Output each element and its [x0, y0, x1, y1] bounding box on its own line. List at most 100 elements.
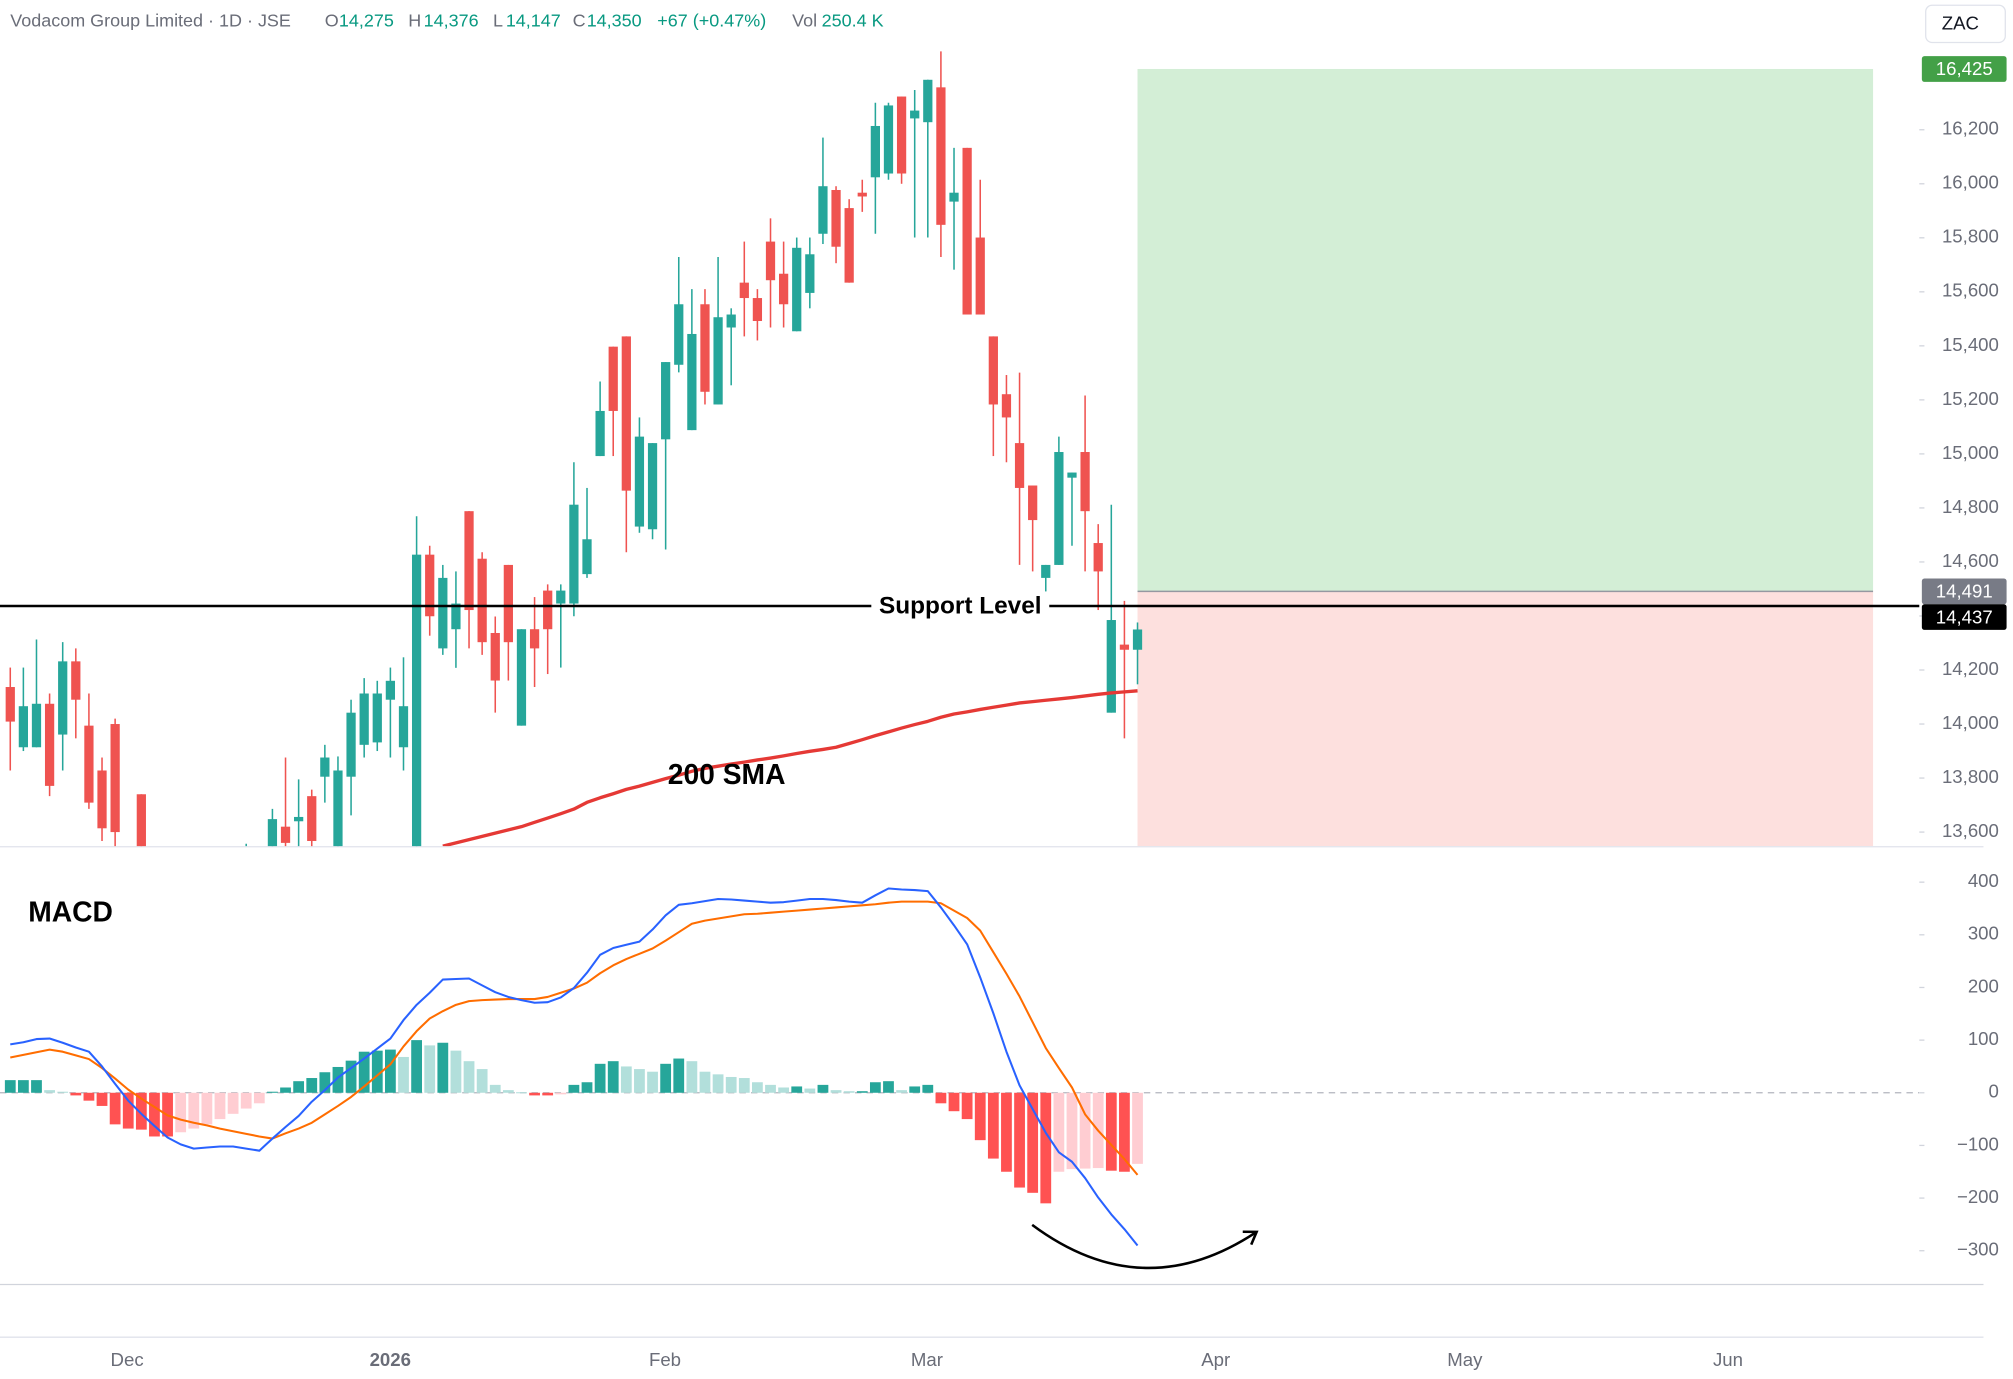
histogram-bar — [909, 1086, 921, 1093]
histogram-bar — [896, 1090, 907, 1093]
candle-body — [425, 554, 435, 617]
histogram-bar — [122, 1092, 134, 1129]
histogram-bar — [961, 1092, 973, 1120]
histogram-bar — [1105, 1092, 1117, 1171]
candle-body — [569, 504, 579, 604]
histogram-bar — [358, 1051, 370, 1093]
candle-body — [503, 564, 513, 643]
y-tick-label: −300 — [1957, 1239, 1999, 1260]
candle-body — [84, 725, 94, 803]
histogram-bar — [293, 1081, 305, 1093]
histogram-bar — [70, 1092, 82, 1096]
histogram-bar — [725, 1076, 737, 1093]
candle-body — [792, 247, 802, 332]
histogram-bar — [476, 1069, 488, 1093]
histogram-bar — [922, 1084, 934, 1093]
x-tick-label: Feb — [649, 1349, 681, 1370]
histogram-bar — [175, 1092, 187, 1133]
candle-body — [647, 443, 658, 530]
histogram-bar — [253, 1092, 265, 1104]
histogram-bar — [1079, 1092, 1091, 1169]
profit-zone — [1137, 68, 1874, 592]
candle-body — [556, 590, 566, 604]
candle-body — [975, 237, 985, 315]
y-tick-label: 0 — [1989, 1081, 1999, 1102]
histogram-bar — [752, 1082, 763, 1093]
y-tick-label: 14,000 — [1942, 712, 1999, 733]
high-value: 14,376 — [424, 11, 479, 31]
histogram-bar — [620, 1066, 632, 1093]
y-tick-label: 15,600 — [1942, 280, 1999, 301]
candle-body — [110, 724, 120, 833]
x-tick-label: Mar — [911, 1349, 943, 1370]
currency-button[interactable] — [1925, 4, 2006, 44]
y-tick-label: −100 — [1957, 1133, 1999, 1154]
histogram-bar — [516, 1092, 527, 1094]
close-value: 14,350 — [587, 11, 642, 31]
histogram-bar — [529, 1092, 540, 1096]
candle-body — [1014, 443, 1025, 488]
histogram-bar — [660, 1063, 672, 1093]
x-tick-label: Dec — [111, 1349, 144, 1370]
histogram-bar — [974, 1092, 986, 1141]
histogram-bar — [765, 1084, 776, 1093]
histogram-bar — [686, 1061, 698, 1093]
candle-body — [713, 317, 723, 405]
candle-body — [529, 629, 540, 649]
candle-body — [411, 554, 422, 847]
candle-body — [1119, 644, 1130, 650]
histogram-bar — [83, 1092, 95, 1101]
open-value: 14,275 — [339, 11, 394, 31]
histogram-bar — [384, 1049, 396, 1093]
histogram-bar — [424, 1045, 436, 1093]
histogram-bar — [502, 1090, 514, 1093]
histogram-bar — [542, 1092, 554, 1096]
target-tag-bg — [1921, 56, 2007, 82]
histogram-bar — [987, 1092, 999, 1159]
candle-body — [1054, 452, 1064, 565]
y-tick-label: 15,000 — [1942, 442, 1999, 463]
entry-tag-bg — [1921, 578, 2007, 605]
y-tick-label: 16,000 — [1942, 172, 1999, 193]
volume-value: 250.4 K — [822, 11, 884, 31]
y-tick-label: 14,600 — [1942, 550, 1999, 571]
histogram-bar — [594, 1063, 606, 1093]
histogram-bar — [306, 1078, 318, 1093]
candle-body — [136, 794, 146, 847]
histogram-bar — [109, 1092, 121, 1125]
sma-label: 200 SMA — [668, 758, 786, 790]
candle-body — [687, 333, 697, 431]
histogram-bar — [44, 1090, 55, 1093]
y-tick-label: 16,200 — [1942, 118, 1999, 139]
candle-body — [1028, 485, 1038, 521]
y-tick-label: 14,200 — [1942, 658, 1999, 679]
close-label: C — [573, 11, 586, 31]
histogram-bar — [738, 1078, 750, 1093]
candle-body — [621, 336, 631, 491]
change-value: +67 (+0.47%) — [657, 11, 766, 31]
candle-body — [857, 192, 867, 197]
histogram-bar — [214, 1092, 226, 1120]
candle-body — [307, 796, 317, 841]
y-tick-label: 15,400 — [1942, 334, 1999, 355]
histogram-bar — [830, 1090, 842, 1093]
high-label: H — [408, 11, 421, 31]
candle-body — [988, 336, 998, 405]
histogram-bar — [319, 1072, 331, 1093]
histogram-bar — [1027, 1092, 1039, 1193]
histogram-bar — [1066, 1092, 1078, 1170]
currency-label[interactable]: ZAC — [1942, 12, 1979, 33]
histogram-bar — [699, 1071, 711, 1093]
candle-body — [739, 282, 749, 299]
histogram-bar — [555, 1092, 567, 1095]
candle-body — [870, 125, 880, 178]
candle-body — [18, 706, 28, 748]
histogram-bar — [804, 1088, 816, 1093]
candle-body — [831, 189, 841, 247]
candle-body — [752, 298, 763, 322]
candle-body — [778, 273, 789, 305]
histogram-bar — [581, 1082, 593, 1093]
candle-body — [385, 680, 396, 700]
price-pane — [5, 51, 1874, 847]
loss-zone — [1137, 591, 1874, 847]
